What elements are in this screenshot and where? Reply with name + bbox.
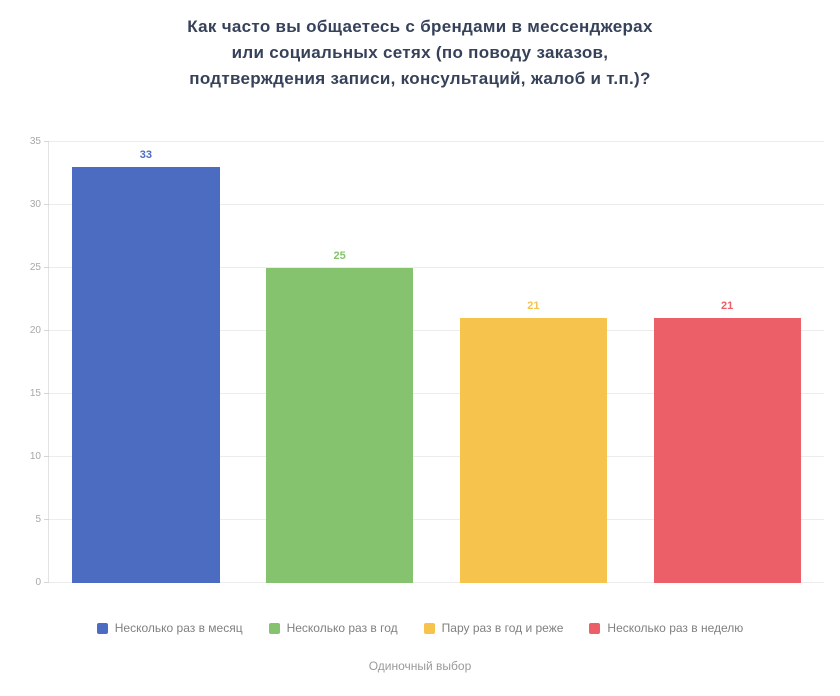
bar xyxy=(72,167,220,583)
legend: Несколько раз в месяц Несколько раз в год… xyxy=(0,621,840,635)
legend-swatch-icon xyxy=(268,622,280,634)
bar-column: 25 xyxy=(243,142,437,583)
bars-container: 33 25 21 21 xyxy=(49,142,824,583)
gridline xyxy=(49,330,824,331)
legend-item: Пару раз в год и реже xyxy=(423,621,564,635)
y-axis-tick-label: 20 xyxy=(29,325,41,336)
gridline xyxy=(49,393,824,394)
y-axis-tick xyxy=(44,330,49,331)
y-axis-tick-label: 0 xyxy=(35,577,41,588)
legend-swatch-icon xyxy=(589,622,601,634)
chart-title-line-3: подтверждения записи, консультаций, жало… xyxy=(189,69,651,88)
bar-column: 33 xyxy=(49,142,243,583)
y-axis-tick-label: 30 xyxy=(29,199,41,210)
bar xyxy=(266,268,414,583)
legend-label: Несколько раз в неделю xyxy=(607,621,744,635)
y-axis-tick xyxy=(44,582,49,583)
y-axis-tick xyxy=(44,393,49,394)
bar-column: 21 xyxy=(630,142,824,583)
y-axis-tick xyxy=(44,519,49,520)
gridline xyxy=(49,141,824,142)
bar-value-label: 25 xyxy=(333,250,346,262)
chart-title-line-2: или социальных сетях (по поводу заказов, xyxy=(231,43,609,62)
y-axis-tick-label: 25 xyxy=(29,262,41,273)
y-axis-tick-label: 15 xyxy=(29,388,41,399)
y-axis-tick xyxy=(44,267,49,268)
legend-label: Пару раз в год и реже xyxy=(441,621,564,635)
legend-swatch-icon xyxy=(96,622,108,634)
y-axis-tick xyxy=(44,456,49,457)
bar-value-label: 33 xyxy=(139,149,152,162)
bar-column: 21 xyxy=(437,142,631,583)
gridline xyxy=(49,204,824,205)
y-axis-tick-label: 10 xyxy=(29,451,41,462)
gridline xyxy=(49,582,824,583)
y-axis-tick-label: 35 xyxy=(29,136,41,147)
legend-item: Несколько раз в неделю xyxy=(589,621,743,635)
bar xyxy=(653,318,801,583)
legend-swatch-icon xyxy=(423,622,435,634)
plot-area: 0 5 10 15 20 25 30 35 33 25 21 21 xyxy=(30,137,824,588)
y-axis-tick xyxy=(44,204,49,205)
chart-title-line-1: Как часто вы общаетесь с брендами в месс… xyxy=(187,17,653,36)
legend-label: Несколько раз в год xyxy=(286,621,398,635)
bar-value-label: 21 xyxy=(527,300,540,313)
y-axis-tick-label: 5 xyxy=(35,514,41,525)
gridline xyxy=(49,456,824,457)
chart-subtitle: Одиночный выбор xyxy=(368,659,472,673)
bar-value-label: 21 xyxy=(721,300,734,313)
legend-item: Несколько раз в год xyxy=(268,621,398,635)
chart-title: Как часто вы общаетесь с брендами в месс… xyxy=(0,0,840,92)
y-axis-tick xyxy=(44,141,49,142)
legend-label: Несколько раз в месяц xyxy=(114,621,243,635)
gridline xyxy=(49,267,824,268)
bar xyxy=(459,318,607,583)
legend-item: Несколько раз в месяц xyxy=(96,621,243,635)
gridline xyxy=(49,519,824,520)
